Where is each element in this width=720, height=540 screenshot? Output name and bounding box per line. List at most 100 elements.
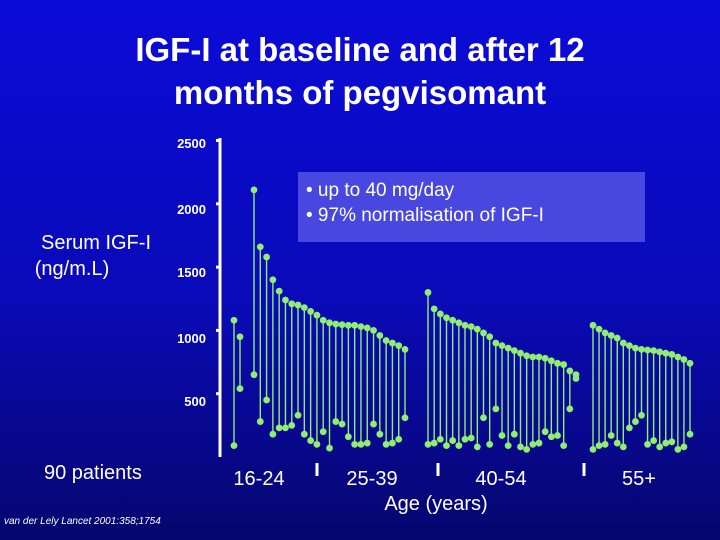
after-12-months-point — [344, 433, 352, 441]
after-12-months-point — [382, 440, 390, 448]
after-12-months-point — [547, 433, 555, 441]
group-25-39 — [250, 186, 409, 452]
baseline-point — [625, 342, 633, 349]
baseline-point — [269, 276, 277, 284]
after-12-months-point — [461, 435, 469, 443]
baseline-point — [430, 305, 438, 313]
baseline-point — [376, 332, 384, 339]
patients-label: 90 patients — [44, 462, 142, 484]
after-12-months-point — [263, 396, 270, 404]
after-12-months-point — [668, 438, 676, 446]
y-tick-label: 1000 — [177, 331, 206, 346]
title-line-2: months of pegvisomant — [173, 74, 547, 111]
after-12-months-point — [376, 430, 384, 438]
baseline-point — [686, 359, 694, 367]
baseline-point — [619, 339, 627, 347]
y-axis-label-line-2: (ng/m.L) — [34, 258, 110, 280]
baseline-point — [344, 321, 352, 329]
baseline-point — [566, 367, 574, 375]
baseline-point — [595, 325, 603, 333]
x-group-label-55-plus: 55+ — [622, 468, 656, 490]
annotation-line-1: • up to 40 mg/day — [306, 180, 455, 201]
after-12-months-point — [332, 418, 340, 425]
baseline-point — [656, 348, 664, 356]
baseline-point — [338, 321, 346, 329]
baseline-point — [473, 325, 481, 333]
title-line-1: IGF-I at baseline and after 12 — [135, 31, 585, 68]
x-group-label-25-39: 25-39 — [346, 468, 398, 490]
baseline-point — [662, 349, 670, 357]
baseline-point — [357, 323, 365, 331]
after-12-months-point — [294, 411, 302, 419]
baseline-point — [541, 354, 549, 362]
after-12-months-point — [504, 442, 512, 450]
after-12-months-point — [607, 432, 615, 439]
after-12-months-point — [467, 434, 475, 442]
after-12-months-point — [473, 443, 481, 451]
after-12-months-point — [449, 437, 457, 444]
after-12-months-point — [517, 443, 524, 451]
after-12-months-point — [256, 418, 264, 425]
annotation-line-2: • 97% normalisation of IGF-I — [306, 205, 544, 226]
group-16-24 — [230, 316, 244, 450]
baseline-point — [300, 304, 308, 312]
baseline-point — [607, 332, 615, 339]
baseline-point — [529, 353, 537, 361]
after-12-months-point — [424, 440, 432, 448]
after-12-months-point — [589, 446, 597, 453]
after-12-months-point — [638, 411, 645, 419]
y-tick-label: 2000 — [177, 202, 206, 217]
citation: van der Lely Lancet 2001:358;1754 — [4, 516, 161, 527]
after-12-months-point — [236, 385, 244, 393]
after-12-months-point — [625, 424, 633, 432]
after-12-months-point — [619, 443, 627, 451]
after-12-months-point — [455, 442, 463, 450]
baseline-point — [382, 337, 390, 344]
y-tick-label: 1500 — [177, 265, 206, 280]
after-12-months-point — [486, 440, 494, 448]
after-12-months-point — [492, 405, 500, 413]
after-12-months-point — [313, 440, 321, 448]
after-12-months-point — [560, 442, 568, 450]
after-12-months-point — [326, 444, 333, 452]
after-12-months-point — [307, 437, 315, 444]
y-axis-label-line-1: Serum IGF-I — [40, 232, 151, 254]
baseline-point — [449, 316, 457, 324]
baseline-point — [363, 324, 371, 332]
baseline-point — [436, 310, 444, 318]
baseline-point — [461, 321, 469, 329]
baseline-point — [319, 316, 327, 324]
after-12-months-point — [480, 414, 487, 422]
baseline-point — [560, 361, 568, 368]
baseline-point — [230, 316, 238, 324]
baseline-point — [326, 319, 333, 327]
baseline-point — [389, 339, 396, 347]
baseline-point — [332, 320, 340, 328]
baseline-point — [370, 327, 377, 334]
y-axis-label: Serum IGF-I (ng/m.L) — [16, 230, 176, 282]
x-axis-label: Age (years) — [384, 493, 488, 515]
after-12-months-point — [401, 414, 409, 422]
after-12-months-point — [529, 440, 537, 448]
after-12-months-point — [250, 371, 258, 379]
after-12-months-point — [674, 446, 682, 453]
after-12-months-point — [680, 443, 688, 451]
baseline-point — [307, 308, 315, 315]
baseline-point — [250, 186, 258, 194]
baseline-point — [668, 351, 676, 358]
after-12-months-point — [613, 439, 621, 447]
after-12-months-point — [230, 442, 238, 450]
baseline-point — [401, 345, 409, 353]
baseline-point — [313, 311, 321, 319]
baseline-point — [480, 329, 487, 337]
baseline-point — [601, 329, 609, 337]
after-12-months-point — [572, 371, 580, 379]
x-group-label-16-24: 16-24 — [233, 468, 285, 490]
group-40-54 — [424, 289, 580, 453]
after-12-months-point — [541, 428, 549, 436]
after-12-months-point — [351, 440, 359, 448]
baseline-point — [674, 353, 682, 361]
y-tick-label: 2500 — [177, 136, 206, 151]
baseline-point — [523, 352, 531, 360]
